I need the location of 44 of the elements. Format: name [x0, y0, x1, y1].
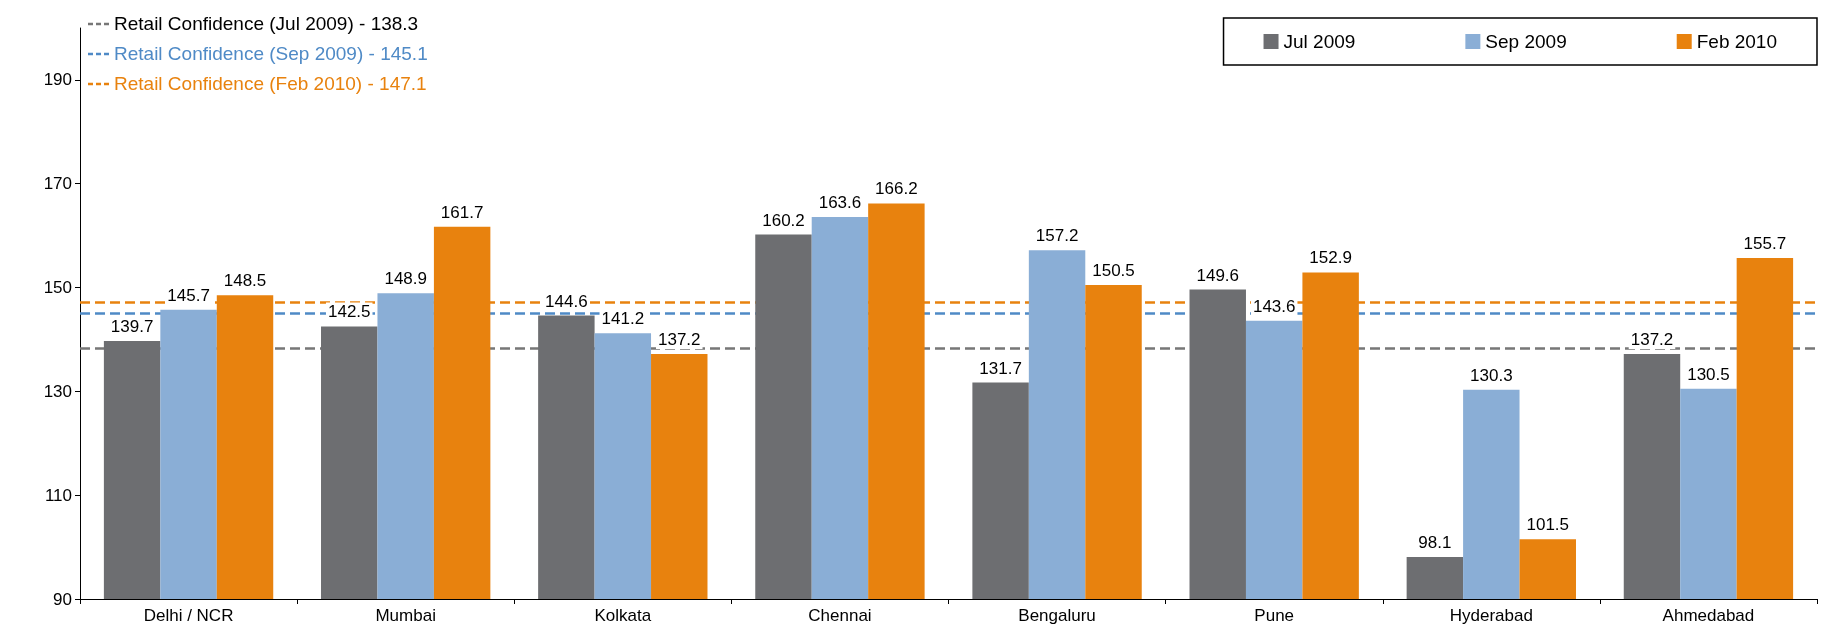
data-label: 148.9: [384, 269, 427, 289]
legend-label: Feb 2010: [1696, 31, 1778, 52]
x-tick-label: Bengaluru: [1018, 606, 1096, 625]
x-tick-label: Pune: [1254, 606, 1295, 625]
y-tick-label: 150: [43, 278, 72, 298]
data-label: 101.5: [1526, 515, 1570, 535]
y-tick-label: 90: [53, 589, 72, 609]
x-tick-label: Kolkata: [594, 606, 652, 625]
data-label: 142.5: [327, 302, 371, 322]
data-label: 139.7: [110, 317, 154, 337]
data-label: 98.1: [1418, 532, 1452, 552]
legend-label: Retail Confidence (Sep 2009) - 145.1: [114, 43, 428, 64]
y-tick-label: 110: [44, 485, 72, 505]
data-label: 160.2: [762, 210, 805, 230]
data-label: 152.9: [1309, 248, 1352, 268]
data-label: 161.7: [440, 202, 484, 222]
legend-label: Jul 2009: [1283, 31, 1356, 52]
data-label: 163.6: [818, 192, 862, 212]
data-label: 145.7: [167, 285, 210, 305]
data-label: 130.5: [1687, 364, 1730, 384]
x-tick-label: Ahmedabad: [1662, 606, 1755, 625]
data-label: 144.6: [545, 291, 588, 311]
data-label: 131.7: [979, 358, 1022, 378]
legend-label: Retail Confidence (Feb 2010) - 147.1: [114, 73, 427, 94]
x-tick-label: Delhi / NCR: [143, 606, 234, 625]
data-label: 141.2: [601, 309, 645, 329]
y-tick-label: 130: [43, 381, 72, 401]
x-tick-label: Chennai: [808, 606, 872, 625]
y-tick-label: 170: [43, 174, 72, 194]
y-tick-label: 190: [43, 70, 72, 90]
data-label: 149.6: [1196, 265, 1240, 285]
data-label: 166.2: [875, 179, 918, 199]
legend-label: Sep 2009: [1485, 31, 1567, 52]
data-label: 148.5: [223, 271, 267, 291]
x-tick-label: Hyderabad: [1449, 606, 1533, 625]
data-label: 137.2: [657, 329, 701, 349]
data-label: 155.7: [1743, 233, 1787, 253]
data-label: 150.5: [1092, 260, 1135, 280]
data-label: 130.3: [1470, 365, 1513, 385]
data-label: 157.2: [1035, 226, 1079, 246]
data-label: 137.2: [1630, 329, 1674, 349]
legend-label: Retail Confidence (Jul 2009) - 138.3: [114, 13, 419, 34]
x-tick-label: Mumbai: [375, 606, 436, 625]
data-label: 143.6: [1252, 296, 1296, 316]
